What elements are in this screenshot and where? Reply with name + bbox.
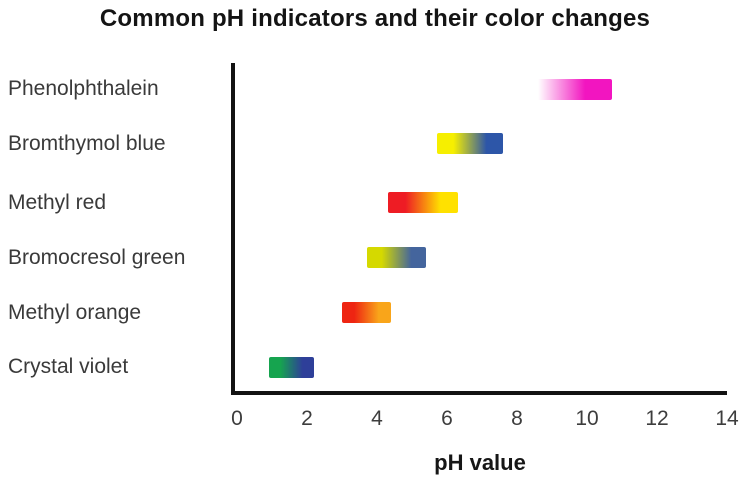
- indicator-label: Methyl orange: [8, 301, 142, 324]
- indicator-label: Crystal violet: [8, 355, 129, 378]
- indicator-label: Bromocresol green: [8, 246, 186, 269]
- chart-title: Common pH indicators and their color cha…: [99, 5, 651, 32]
- x-tick-label: 12: [645, 407, 669, 430]
- indicator-bar: [527, 79, 612, 100]
- indicator-bar: [436, 133, 503, 154]
- x-tick-label: 14: [715, 407, 739, 430]
- indicator-bar: [366, 247, 426, 268]
- indicator-bar: [268, 357, 314, 378]
- x-tick-label: 2: [301, 407, 313, 430]
- indicator-label: Phenolphthalein: [8, 77, 159, 100]
- plot-area: [231, 63, 727, 395]
- x-tick-label: 4: [371, 407, 383, 430]
- x-tick-label: 6: [441, 407, 453, 430]
- x-axis-label: pH value: [434, 450, 526, 475]
- indicator-bar: [387, 192, 458, 213]
- x-tick-label: 10: [575, 407, 599, 430]
- indicator-bar: [342, 302, 391, 323]
- x-tick-label: 0: [231, 407, 243, 430]
- indicator-label: Methyl red: [8, 191, 107, 214]
- x-tick-label: 8: [511, 407, 523, 430]
- indicator-label: Bromthymol blue: [8, 132, 166, 155]
